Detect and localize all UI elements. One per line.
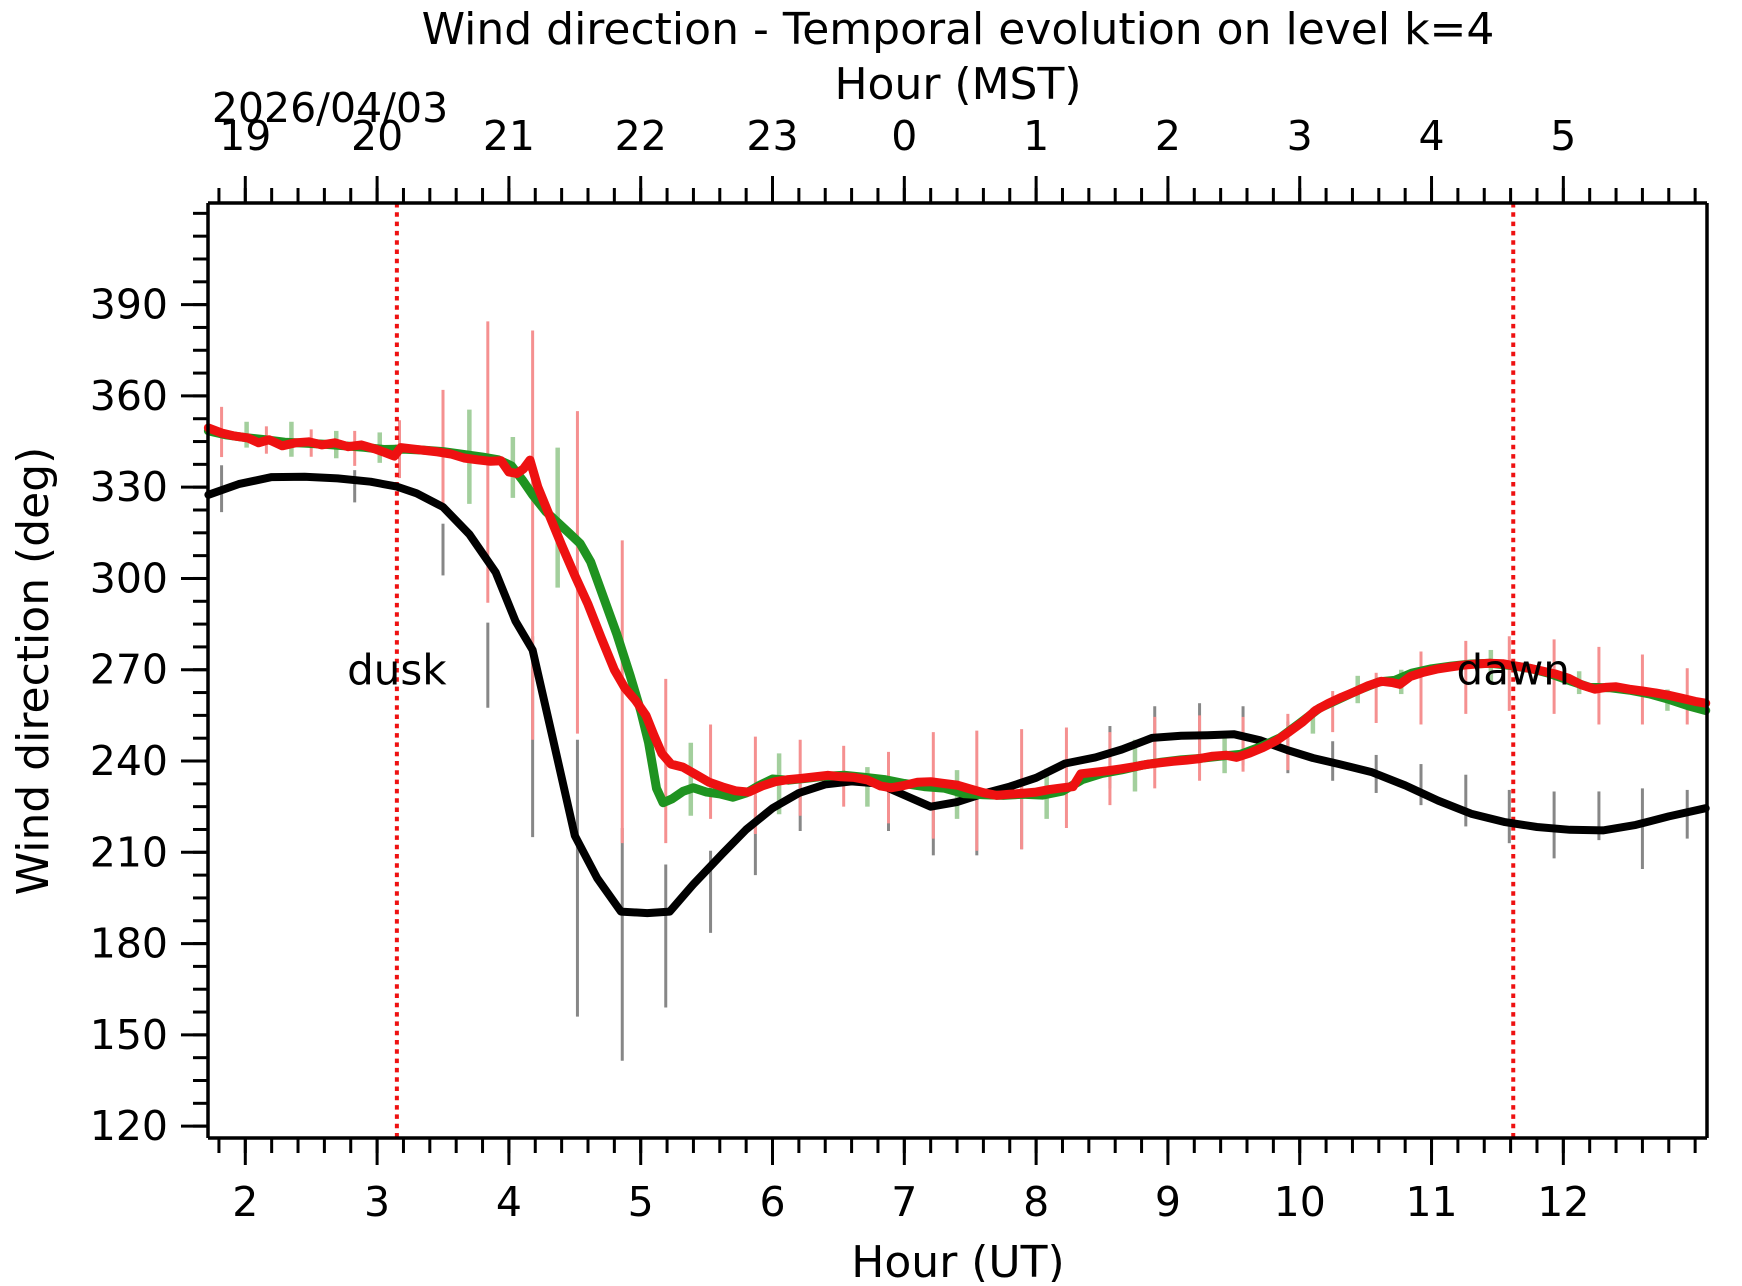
x-tick-label: 12 — [1537, 1178, 1589, 1226]
chart-title: Wind direction - Temporal evolution on l… — [422, 4, 1495, 55]
top-tick-label: 4 — [1418, 112, 1444, 160]
top-tick-label: 22 — [615, 112, 667, 160]
axes-layer: 2193204215226237081921031141251201501802… — [90, 112, 1709, 1226]
y-tick-label: 150 — [90, 1011, 168, 1059]
x-tick-label: 7 — [891, 1178, 917, 1226]
dawn-label: dawn — [1457, 646, 1570, 695]
x-tick-label: 2 — [232, 1178, 258, 1226]
x-axis-label: Hour (UT) — [851, 1237, 1064, 1282]
black-series-line — [204, 472, 1710, 918]
top-tick-label: 20 — [351, 112, 403, 160]
red-series-line — [203, 423, 1711, 800]
top-tick-label: 5 — [1550, 112, 1576, 160]
x-tick-label: 4 — [496, 1178, 522, 1226]
y-tick-label: 240 — [90, 737, 168, 785]
y-tick-label: 120 — [90, 1102, 168, 1150]
top-tick-label: 3 — [1287, 112, 1313, 160]
top-axis-label: Hour (MST) — [834, 59, 1081, 110]
top-tick-label: 1 — [1023, 112, 1049, 160]
dusk-dawn-lines-layer — [394, 203, 1516, 1138]
y-tick-label: 210 — [90, 828, 168, 876]
dusk-label: dusk — [347, 646, 447, 695]
x-tick-label: 5 — [628, 1178, 654, 1226]
green-series-line — [203, 426, 1711, 808]
series-layer — [203, 423, 1711, 918]
top-tick-label: 0 — [891, 112, 917, 160]
top-tick-label: 19 — [219, 112, 271, 160]
x-tick-label: 8 — [1023, 1178, 1049, 1226]
date-annotation: 2026/04/03 — [212, 84, 448, 132]
x-tick-label: 3 — [364, 1178, 390, 1226]
y-tick-label: 180 — [90, 920, 168, 968]
y-tick-label: 330 — [90, 463, 168, 511]
y-tick-label: 270 — [90, 646, 168, 694]
x-tick-label: 6 — [759, 1178, 785, 1226]
top-tick-label: 2 — [1155, 112, 1181, 160]
y-axis-label: Wind direction (deg) — [8, 447, 59, 896]
top-tick-label: 21 — [483, 112, 535, 160]
x-tick-label: 10 — [1274, 1178, 1326, 1226]
x-tick-label: 9 — [1155, 1178, 1181, 1226]
top-tick-label: 23 — [746, 112, 798, 160]
y-tick-label: 300 — [90, 554, 168, 602]
y-tick-label: 360 — [90, 372, 168, 420]
x-tick-label: 11 — [1405, 1178, 1457, 1226]
y-tick-label: 390 — [90, 281, 168, 329]
